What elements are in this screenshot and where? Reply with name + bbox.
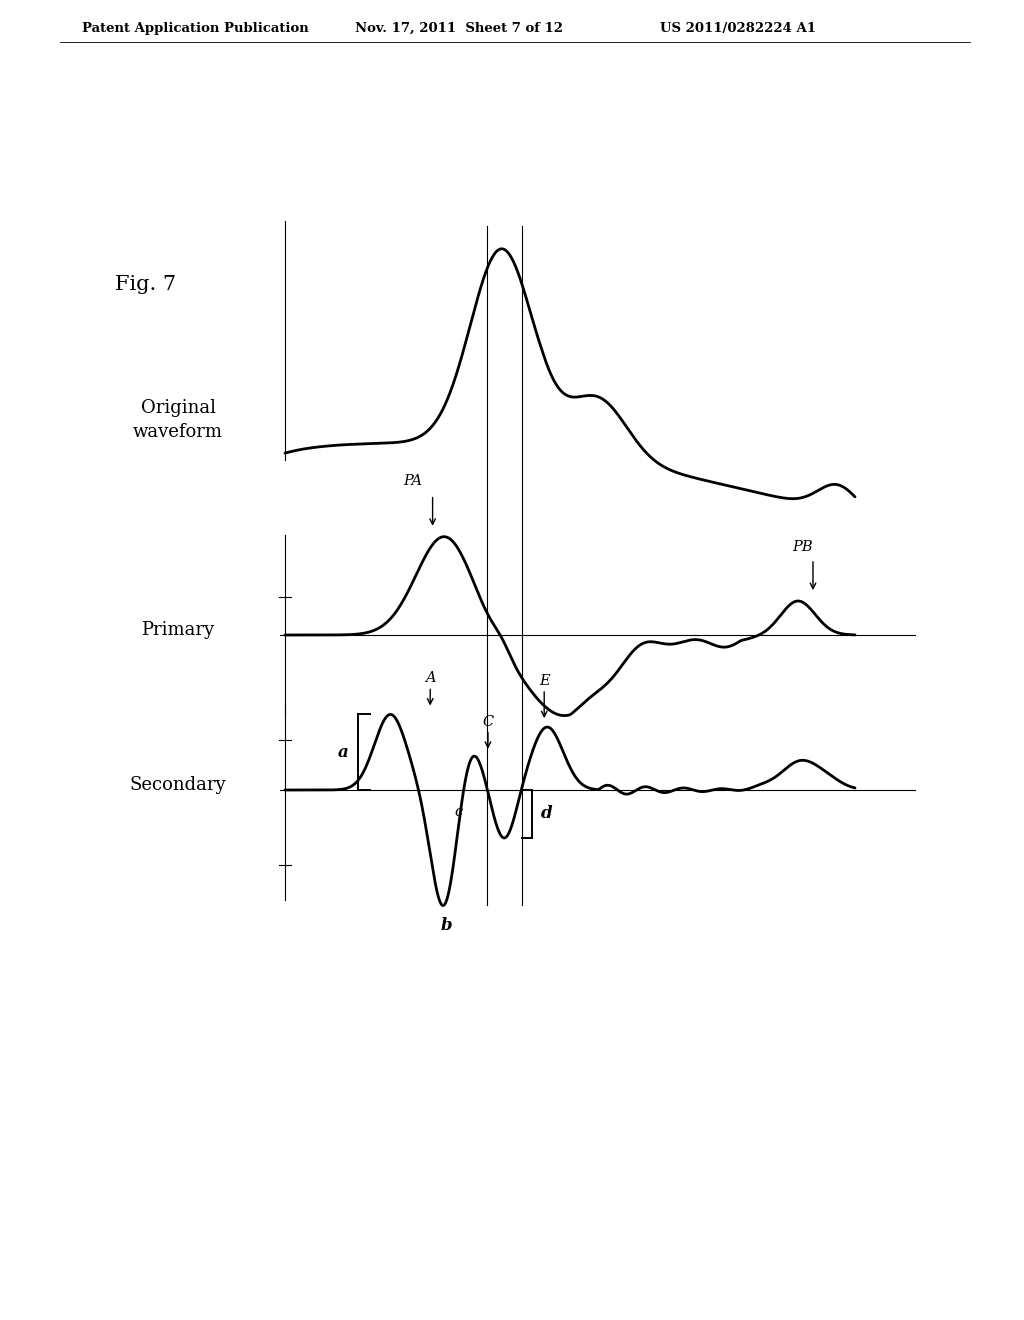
Text: Fig. 7: Fig. 7 xyxy=(115,275,176,294)
Text: b: b xyxy=(440,917,453,935)
Text: Original
waveform: Original waveform xyxy=(133,399,223,441)
Text: PB: PB xyxy=(793,540,813,554)
Text: US 2011/0282224 A1: US 2011/0282224 A1 xyxy=(660,22,816,36)
Text: PA: PA xyxy=(403,474,422,487)
Text: A: A xyxy=(425,672,435,685)
Text: C: C xyxy=(482,714,494,729)
Text: E: E xyxy=(539,675,550,688)
Text: c: c xyxy=(455,805,463,818)
Text: d: d xyxy=(541,805,552,822)
Text: a: a xyxy=(338,743,349,760)
Text: Primary: Primary xyxy=(141,620,215,639)
Text: Nov. 17, 2011  Sheet 7 of 12: Nov. 17, 2011 Sheet 7 of 12 xyxy=(355,22,563,36)
Text: Secondary: Secondary xyxy=(130,776,226,795)
Text: Patent Application Publication: Patent Application Publication xyxy=(82,22,309,36)
